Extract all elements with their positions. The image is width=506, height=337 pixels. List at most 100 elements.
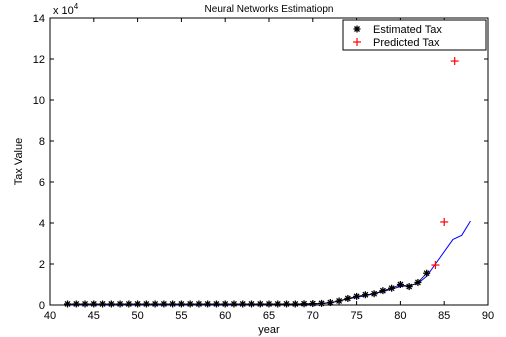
star-stroke — [117, 301, 124, 307]
star-stroke — [327, 299, 334, 306]
star-stroke — [195, 301, 202, 307]
star-stroke — [64, 301, 71, 307]
legend-box — [342, 19, 487, 51]
y-exponent-base: x 10 — [53, 5, 74, 17]
x-tick-label: 50 — [131, 310, 143, 322]
estimated-tax-point — [177, 300, 185, 308]
estimated-tax-point — [107, 300, 115, 308]
estimated-tax-point — [64, 300, 72, 308]
star-stroke — [423, 270, 430, 277]
y-tick-labels: 0 2 4 6 8 10 12 14 — [33, 13, 45, 312]
estimated-tax-point — [396, 281, 404, 288]
estimated-tax-point — [353, 292, 361, 300]
estimated-tax-point — [204, 300, 212, 308]
star-stroke — [231, 301, 237, 307]
star-stroke — [301, 300, 307, 307]
y-tick-label: 14 — [33, 13, 45, 25]
estimated-tax-point — [186, 300, 194, 308]
star-stroke — [292, 301, 299, 307]
x-tick-label: 75 — [350, 310, 362, 322]
star-stroke — [344, 295, 351, 302]
star-stroke — [248, 301, 255, 307]
x-tick-label: 65 — [263, 310, 275, 322]
predicted-tax-point — [440, 217, 449, 226]
star-stroke — [222, 301, 229, 307]
star-stroke — [388, 285, 395, 292]
star-stroke — [239, 301, 246, 307]
star-stroke — [99, 301, 106, 307]
estimated-tax-point — [300, 300, 308, 308]
estimated-tax-point — [81, 300, 89, 308]
series-layer — [64, 57, 471, 308]
x-tick-label: 85 — [438, 310, 450, 322]
estimated-tax-point — [116, 300, 124, 308]
x-axis-label: year — [258, 324, 280, 336]
star-stroke — [73, 301, 80, 307]
estimated-tax-point — [151, 300, 159, 308]
star-stroke — [213, 301, 220, 307]
x-tick-label: 70 — [307, 310, 319, 322]
x-tick-label: 80 — [394, 310, 406, 322]
star-stroke — [178, 301, 185, 307]
star-stroke — [82, 301, 88, 307]
y-tick-label: 4 — [39, 218, 45, 230]
x-tick-label: 60 — [219, 310, 231, 322]
estimated-tax-point — [309, 300, 317, 308]
legend-label: Predicted Tax — [373, 37, 440, 49]
estimated-tax-point — [230, 300, 238, 308]
estimated-tax-point — [405, 283, 413, 291]
estimated-tax-point — [326, 299, 334, 307]
estimated-tax-point — [256, 300, 264, 308]
star-stroke — [152, 301, 159, 307]
estimated-tax-point — [361, 291, 369, 299]
estimated-tax-point — [370, 290, 378, 298]
y-tick-label: 10 — [33, 95, 45, 107]
star-stroke — [187, 301, 194, 307]
star-stroke — [160, 301, 167, 307]
star-stroke — [371, 290, 378, 297]
estimated-tax-point — [423, 269, 431, 277]
legend-marker-predicted — [353, 38, 361, 46]
star-stroke — [274, 301, 281, 307]
star-stroke — [257, 301, 264, 307]
estimated-tax-point — [142, 300, 150, 308]
star-stroke — [362, 291, 369, 298]
x-tick-label: 45 — [88, 310, 100, 322]
x-tick-label: 40 — [44, 310, 56, 322]
y-tick-label: 2 — [39, 259, 45, 271]
estimated-tax-point — [160, 300, 168, 308]
estimated-tax-point — [195, 300, 203, 308]
x-tick-label: 55 — [175, 310, 187, 322]
y-tick-label: 0 — [39, 300, 45, 312]
star-stroke — [90, 301, 97, 307]
star-stroke — [125, 301, 132, 307]
estimated-tax-point — [169, 300, 177, 308]
estimated-tax-point — [125, 300, 133, 308]
estimated-tax-point — [99, 300, 107, 308]
star-stroke — [414, 279, 421, 286]
estimated-tax-point — [379, 287, 387, 295]
star-stroke — [353, 293, 360, 300]
estimated-tax-point — [212, 300, 220, 308]
star-stroke — [354, 26, 360, 32]
star-stroke — [204, 301, 211, 307]
estimated-tax-point — [72, 300, 80, 308]
predicted-tax-point — [431, 261, 440, 270]
star-stroke — [397, 281, 404, 288]
predicted-tax-point — [450, 57, 459, 66]
legend-label: Estimated Tax — [373, 24, 442, 36]
y-tick-label: 6 — [39, 177, 45, 189]
star-stroke — [379, 287, 386, 294]
estimated-tax-point — [318, 299, 326, 307]
star-stroke — [108, 301, 115, 307]
star-stroke — [134, 301, 141, 307]
estimated-tax-point — [247, 300, 255, 308]
plot-area — [49, 17, 489, 306]
estimated-tax-point — [134, 300, 142, 308]
estimated-tax-point — [265, 300, 273, 308]
x-tick-label: 90 — [482, 310, 494, 322]
estimated-tax-point — [274, 300, 282, 308]
y-exponent-power: 4 — [74, 2, 79, 11]
chart-title: Neural Networks Estimatiopn — [205, 4, 334, 15]
